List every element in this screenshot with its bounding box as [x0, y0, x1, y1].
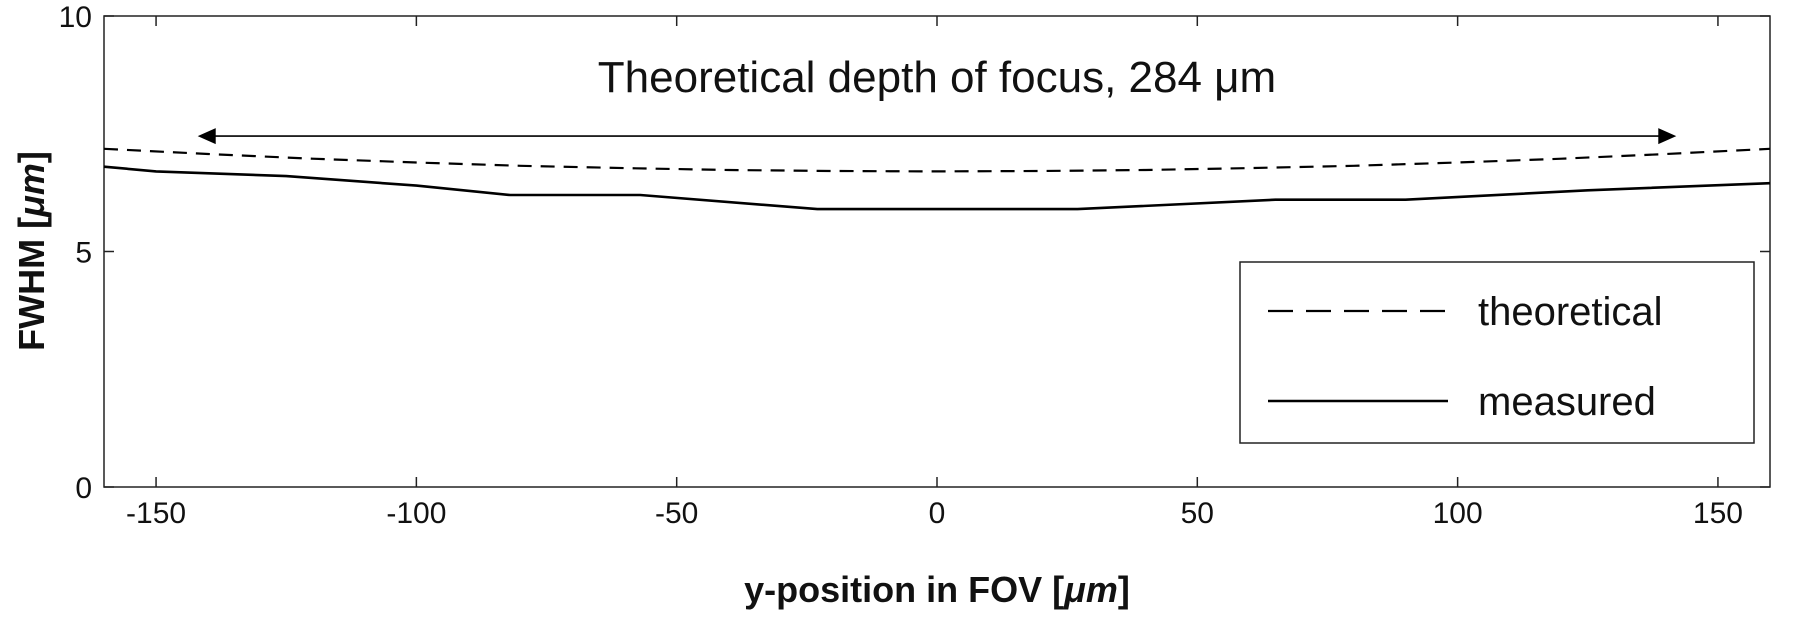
x-tick-label: -100	[386, 497, 446, 530]
x-tick-label: 150	[1693, 497, 1743, 530]
series-line-measured	[103, 165, 1771, 211]
legend: theoretical measured	[1239, 261, 1755, 444]
x-axis-label: y-position in FOV [μm]	[744, 569, 1130, 610]
arrow-head-left	[197, 128, 216, 145]
x-tick-label: 50	[1181, 497, 1214, 530]
y-axis-label-unit: μm	[11, 163, 52, 218]
x-axis-label-suffix: ]	[1118, 569, 1130, 610]
x-tick-label: 100	[1433, 497, 1483, 530]
x-axis-label-unit: μm	[1063, 569, 1118, 610]
legend-label-measured: measured	[1478, 380, 1656, 424]
y-axis-label: FWHM [μm]	[11, 151, 52, 351]
x-tick-labels: -150 -100 -50 0 50 100 150	[126, 497, 1743, 530]
depth-of-focus-arrow	[197, 128, 1677, 145]
y-tick-label: 5	[75, 237, 92, 270]
y-tick-labels: 0 5 10	[59, 1, 92, 505]
x-tick-label: -150	[126, 497, 186, 530]
x-tick-label: 0	[929, 497, 946, 530]
legend-box	[1239, 261, 1755, 444]
y-axis-label-suffix: ]	[11, 151, 52, 163]
tick-marks	[104, 15, 1770, 488]
x-axis-label-prefix: y-position in FOV [	[744, 569, 1064, 610]
arrow-head-right	[1658, 128, 1677, 145]
annotation-text: Theoretical depth of focus, 284 μm	[598, 53, 1276, 102]
legend-label-theoretical: theoretical	[1478, 290, 1663, 334]
y-tick-label: 0	[75, 472, 92, 505]
x-tick-label: -50	[655, 497, 698, 530]
y-tick-label: 10	[59, 1, 92, 34]
series-line-theoretical	[103, 147, 1771, 173]
y-axis-label-prefix: FWHM [	[11, 217, 52, 351]
